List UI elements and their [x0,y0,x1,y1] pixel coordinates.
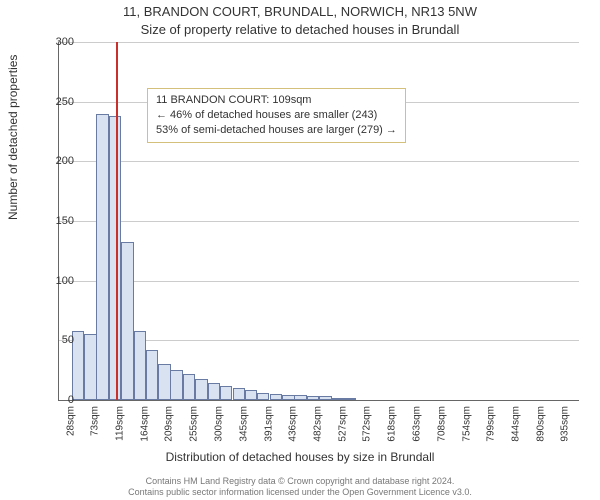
chart-container: 11, BRANDON COURT, BRUNDALL, NORWICH, NR… [0,0,600,500]
histogram-bar [344,398,356,400]
y-axis-title: Number of detached properties [6,55,20,220]
x-tick-label: 391sqm [263,406,274,442]
gridline [59,221,579,222]
histogram-bar [332,398,344,400]
footer: Contains HM Land Registry data © Crown c… [0,476,600,499]
x-tick-label: 255sqm [189,406,200,442]
histogram-bar [319,396,331,400]
info-line-1: 11 BRANDON COURT: 109sqm [156,93,397,108]
y-tick-label: 250 [34,96,74,108]
histogram-bar [307,396,319,400]
histogram-bar [121,242,133,400]
x-tick-label: 572sqm [362,406,373,442]
x-tick-label: 754sqm [461,406,472,442]
x-tick-label: 618sqm [387,406,398,442]
x-tick-label: 436sqm [288,406,299,442]
y-tick-label: 200 [34,155,74,167]
x-tick-label: 164sqm [139,406,150,442]
x-tick-label: 28sqm [65,406,76,436]
footer-line-1: Contains HM Land Registry data © Crown c… [0,476,600,487]
histogram-bar [208,383,220,400]
x-tick-label: 73sqm [90,406,101,436]
gridline [59,161,579,162]
gridline [59,42,579,43]
x-tick-label: 345sqm [238,406,249,442]
chart-title-main: 11, BRANDON COURT, BRUNDALL, NORWICH, NR… [0,4,600,19]
x-tick-label: 119sqm [115,406,126,441]
histogram-bar [96,114,108,400]
y-tick-label: 100 [34,275,74,287]
histogram-bar [134,331,146,400]
gridline [59,281,579,282]
histogram-bar [282,395,294,400]
histogram-bar [257,393,269,400]
x-tick-label: 799sqm [486,406,497,442]
x-tick-label: 482sqm [313,406,324,442]
x-tick-label: 527sqm [337,406,348,442]
chart-title-sub: Size of property relative to detached ho… [0,22,600,37]
histogram-bar [220,386,232,400]
footer-line-2: Contains public sector information licen… [0,487,600,498]
marker-line [116,42,118,400]
histogram-bar [170,370,182,400]
x-axis-title: Distribution of detached houses by size … [0,450,600,464]
x-tick-label: 663sqm [412,406,423,442]
x-tick-label: 300sqm [213,406,224,442]
info-line-2: ← 46% of detached houses are smaller (24… [156,108,397,123]
x-tick-label: 209sqm [164,406,175,442]
plot-area: 11 BRANDON COURT: 109sqm ← 46% of detach… [58,42,579,401]
x-tick-label: 890sqm [535,406,546,442]
info-box: 11 BRANDON COURT: 109sqm ← 46% of detach… [147,88,406,143]
info-line-3: 53% of semi-detached houses are larger (… [156,123,397,138]
y-tick-label: 300 [34,36,74,48]
histogram-bar [195,379,207,400]
histogram-bar [84,334,96,400]
histogram-bar [158,364,170,400]
histogram-bar [270,394,282,400]
x-tick-label: 844sqm [510,406,521,442]
histogram-bar [146,350,158,400]
histogram-bar [245,390,257,400]
x-tick-label: 708sqm [436,406,447,442]
y-tick-label: 50 [34,334,74,346]
histogram-bar [294,395,306,400]
y-tick-label: 0 [34,394,74,406]
histogram-bar [183,374,195,400]
x-tick-label: 935sqm [560,406,571,442]
histogram-bar [233,388,245,400]
y-tick-label: 150 [34,215,74,227]
